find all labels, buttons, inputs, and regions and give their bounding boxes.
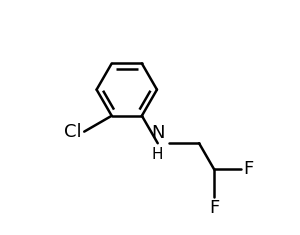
Text: Cl: Cl — [64, 123, 81, 141]
Text: F: F — [244, 160, 254, 178]
Text: H: H — [152, 147, 164, 162]
Text: N: N — [151, 124, 164, 142]
Text: F: F — [209, 199, 219, 217]
